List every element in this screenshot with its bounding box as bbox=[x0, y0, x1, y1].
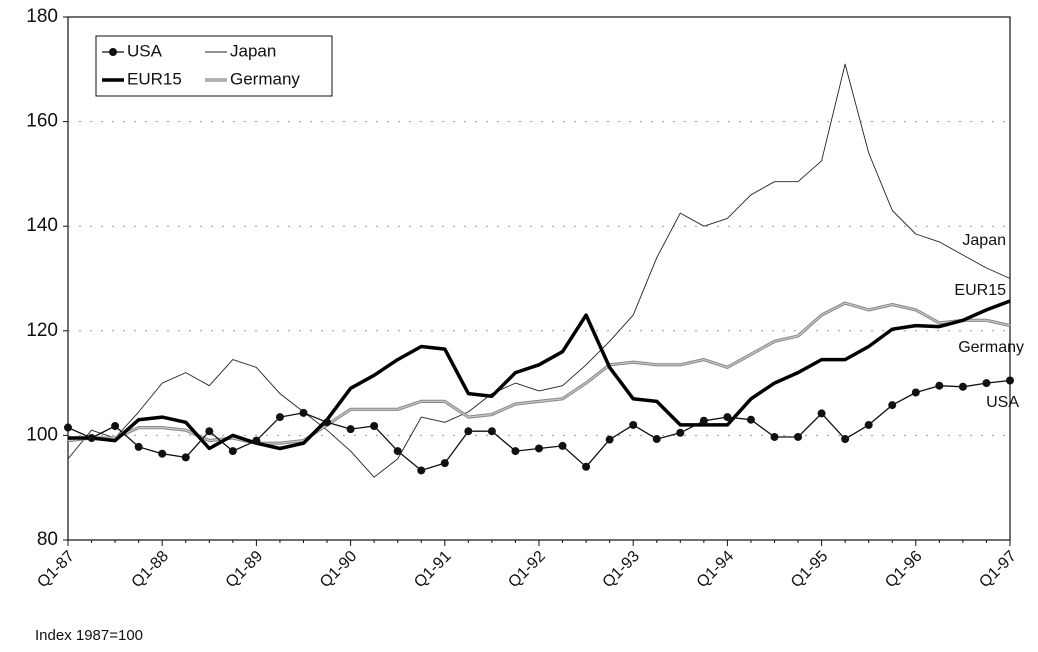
marker bbox=[935, 381, 944, 390]
series-line bbox=[67, 63, 1011, 478]
legend-label: Germany bbox=[230, 69, 300, 88]
y-tick-label: 100 bbox=[26, 424, 58, 445]
marker bbox=[134, 442, 143, 451]
y-tick-label: 140 bbox=[26, 215, 58, 236]
y-tick-label: 160 bbox=[26, 111, 58, 132]
marker bbox=[205, 427, 214, 436]
marker bbox=[511, 447, 520, 456]
annotation: EUR15 bbox=[954, 282, 1006, 299]
x-tick-label: Q1-91 bbox=[411, 548, 455, 592]
marker bbox=[958, 382, 967, 391]
marker bbox=[817, 409, 826, 418]
marker bbox=[323, 418, 332, 427]
marker bbox=[417, 466, 426, 475]
x-tick-label: Q1-94 bbox=[694, 548, 738, 592]
marker bbox=[911, 388, 920, 397]
marker bbox=[228, 447, 237, 456]
marker bbox=[64, 423, 72, 432]
legend-label: EUR15 bbox=[127, 69, 182, 88]
marker bbox=[346, 425, 355, 434]
legend-label: Japan bbox=[230, 41, 276, 60]
marker bbox=[746, 415, 755, 424]
marker bbox=[864, 420, 873, 429]
marker bbox=[982, 379, 991, 388]
x-tick-label: Q1-95 bbox=[788, 548, 832, 592]
marker bbox=[1006, 376, 1014, 385]
marker bbox=[629, 420, 638, 429]
x-tick-label: Q1-92 bbox=[505, 548, 549, 592]
marker bbox=[841, 435, 850, 444]
marker bbox=[181, 453, 190, 462]
marker bbox=[393, 447, 402, 456]
marker bbox=[582, 462, 591, 471]
y-tick-label: 180 bbox=[26, 6, 58, 27]
x-tick-label: Q1-96 bbox=[882, 548, 926, 592]
x-tick-label: Q1-97 bbox=[976, 548, 1020, 592]
marker bbox=[794, 432, 803, 441]
marker bbox=[558, 441, 567, 450]
marker bbox=[111, 421, 120, 430]
note: Index 1987=100 bbox=[35, 627, 143, 644]
marker bbox=[652, 435, 661, 444]
marker bbox=[464, 427, 473, 436]
marker bbox=[252, 436, 261, 445]
marker bbox=[440, 459, 449, 468]
marker bbox=[676, 428, 685, 437]
x-tick-label: Q1-93 bbox=[600, 548, 644, 592]
marker bbox=[723, 413, 732, 422]
legend-label: USA bbox=[127, 41, 163, 60]
marker bbox=[370, 421, 379, 430]
marker bbox=[487, 427, 496, 436]
marker bbox=[158, 449, 167, 458]
x-tick-label: Q1-89 bbox=[223, 548, 267, 592]
marker bbox=[275, 413, 284, 422]
marker bbox=[299, 408, 308, 417]
marker bbox=[87, 434, 96, 443]
y-tick-label: 80 bbox=[37, 529, 58, 550]
x-tick-label: Q1-90 bbox=[317, 548, 361, 592]
x-tick-label: Q1-87 bbox=[34, 548, 78, 592]
annotation: Japan bbox=[962, 232, 1006, 249]
marker bbox=[770, 432, 779, 441]
marker bbox=[888, 401, 897, 410]
y-tick-label: 120 bbox=[26, 320, 58, 341]
series-line bbox=[68, 299, 1011, 451]
annotation: USA bbox=[986, 394, 1019, 411]
annotation: Germany bbox=[958, 339, 1024, 356]
marker bbox=[535, 444, 543, 453]
legend-box bbox=[95, 35, 333, 97]
legend-marker bbox=[109, 48, 117, 56]
marker bbox=[699, 416, 708, 425]
x-tick-label: Q1-88 bbox=[129, 548, 173, 592]
marker bbox=[605, 435, 614, 444]
